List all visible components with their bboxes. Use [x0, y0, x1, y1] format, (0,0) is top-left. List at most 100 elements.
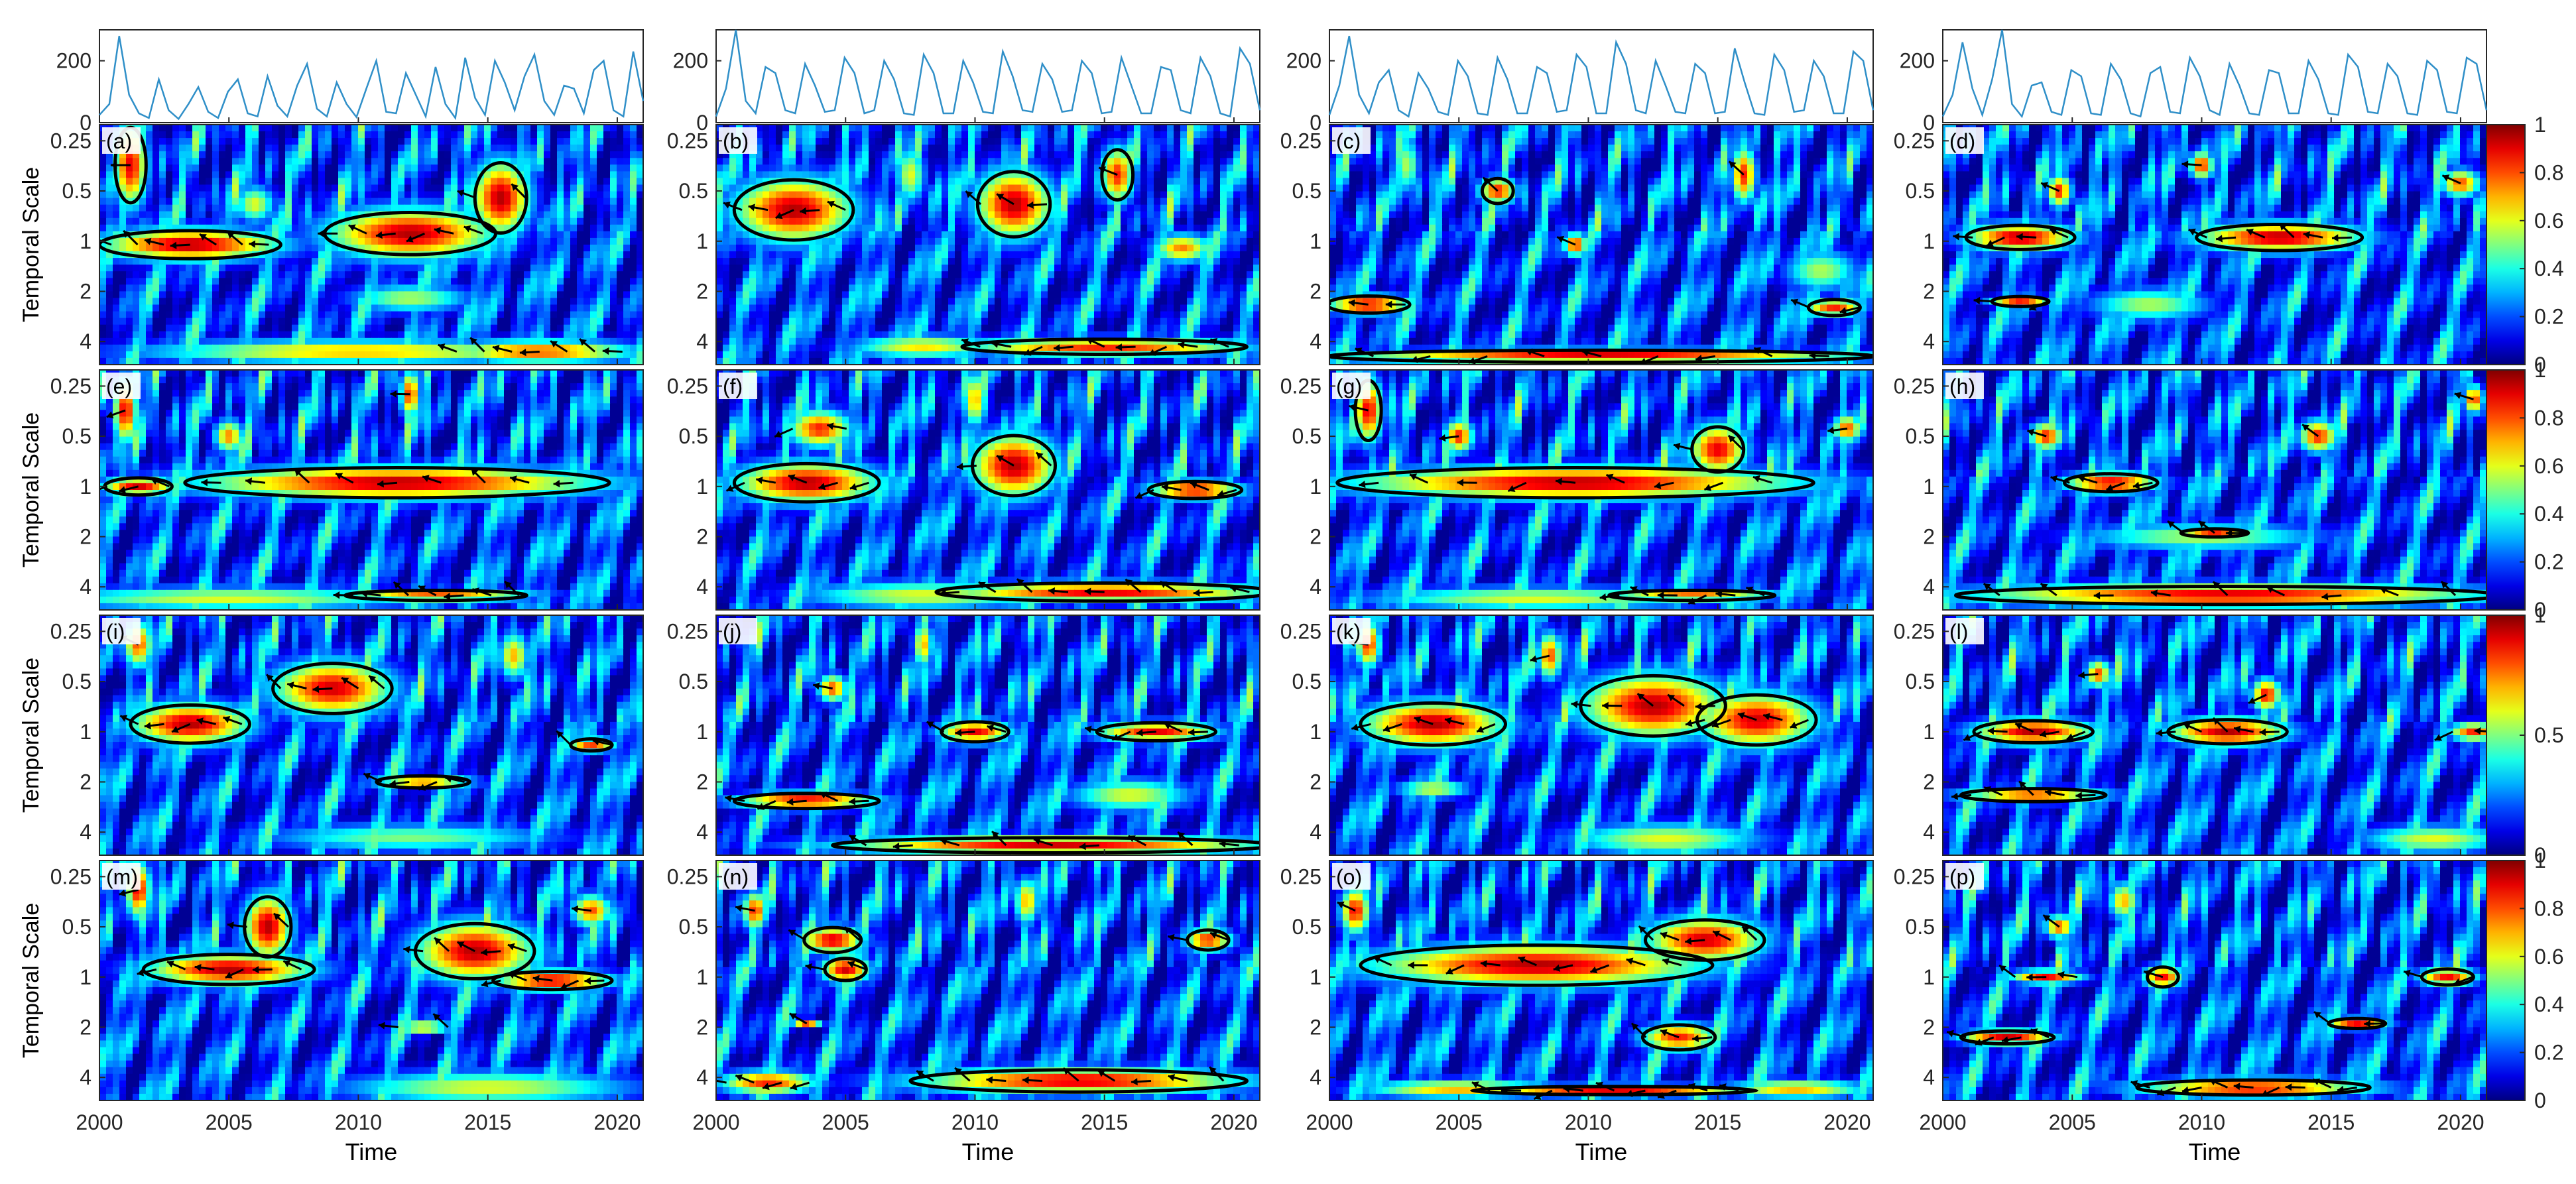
x-tick-label: 2020 [1210, 1110, 1257, 1134]
phase-arrow-head [1963, 734, 1971, 741]
y-axis-label: Temporal Scale [19, 167, 44, 322]
significance-contour [1359, 943, 1715, 987]
colorbar-tick-label: 0.4 [2534, 992, 2563, 1016]
phase-arrow-head [813, 682, 820, 690]
significance-contour [960, 337, 1249, 356]
phase-arrow-head [1630, 586, 1638, 593]
phase-arrow-head [2225, 529, 2233, 537]
phase-arrow-head [418, 784, 426, 791]
y-tick-label: 1 [696, 965, 708, 989]
phase-arrow-head [1048, 587, 1055, 595]
colorbar-tick-label: 0.8 [2534, 406, 2563, 430]
colorbar-tick-label: 0.2 [2534, 550, 2563, 574]
phase-arrow-head [1445, 967, 1453, 975]
significance-contour [2135, 1078, 2372, 1097]
phase-arrow-head [1501, 1087, 1508, 1095]
phase-arrow-head [511, 184, 519, 191]
phase-arrow-head [1210, 338, 1218, 345]
phase-arrow-head [333, 591, 340, 599]
phase-arrow-head [774, 430, 782, 438]
phase-arrow-head [1658, 1091, 1665, 1099]
x-tick-label: 2005 [2049, 1110, 2096, 1134]
phase-arrow-head [1692, 1034, 1699, 1043]
phase-arrow-head [2442, 174, 2450, 182]
phase-arrow-head [1385, 300, 1392, 308]
y-tick-label: 2 [1310, 280, 1321, 304]
phase-arrow-head [2026, 973, 2033, 981]
y-tick-label: 0.25 [50, 864, 92, 888]
significance-contour [975, 170, 1052, 239]
phase-arrow-head [1160, 581, 1168, 588]
panel-label: (b) [723, 129, 749, 153]
colorbar-tick-label: 0.2 [2534, 305, 2563, 329]
y-tick-label: 0.25 [667, 619, 708, 643]
y-tick-label: 0.5 [1292, 424, 1321, 448]
y-tick-label: 2 [1310, 1016, 1321, 1039]
phase-arrow-head [1036, 452, 1044, 459]
phase-arrow-head [245, 477, 253, 485]
phase-arrow-head [1753, 475, 1760, 483]
phase-arrow-head [1022, 1076, 1029, 1085]
phase-arrow-head [1518, 956, 1526, 964]
phase-arrow-head [1468, 357, 1476, 365]
y-tick-label: 4 [80, 329, 92, 353]
y-tick-label: 0.25 [667, 129, 708, 152]
phase-arrow-head [1763, 713, 1770, 721]
phase-arrow-head [1085, 725, 1092, 733]
phase-arrow-head [1563, 1085, 1570, 1093]
phase-arrow-head [1128, 835, 1136, 843]
phase-arrow-head [725, 794, 732, 803]
phase-arrow-head [828, 200, 835, 208]
y-tick-label: 4 [1310, 329, 1321, 353]
y-tick-label: 0.25 [1280, 619, 1321, 643]
phase-arrow-head [986, 1076, 993, 1084]
phase-arrow-head [1695, 703, 1702, 711]
y-tick-label: 4 [696, 575, 708, 599]
phase-arrow-head [2380, 587, 2388, 594]
phase-arrow-head [2130, 1080, 2138, 1088]
phase-arrow-head [844, 927, 852, 934]
y-tick-label: 4 [80, 1065, 92, 1089]
panel-label-box [1332, 127, 1371, 154]
phase-arrow-head [2050, 228, 2057, 235]
y-tick-label: 4 [1923, 575, 1935, 599]
x-tick-label: 2020 [2437, 1110, 2484, 1134]
phase-arrows [1348, 404, 1848, 605]
phase-arrow-head [457, 941, 465, 949]
phase-arrow-head [294, 469, 302, 477]
phase-arrow-head [1349, 404, 1356, 411]
colorbar-tick-label: 0 [2534, 843, 2546, 867]
phase-arrow-head [1063, 1068, 1071, 1075]
phase-arrow-head [287, 681, 294, 689]
phase-arrow-head [955, 729, 962, 737]
phase-arrow-head [1704, 484, 1712, 491]
series-line [715, 29, 1261, 118]
y-tick-label: 0.5 [1906, 915, 1935, 939]
colorbar-tick-label: 0.6 [2534, 209, 2563, 233]
y-tick-label: 1 [1310, 720, 1321, 744]
x-tick-label: 2000 [76, 1110, 123, 1134]
colorbar-tick-label: 0.8 [2534, 896, 2563, 920]
phase-arrow-head [1411, 355, 1418, 363]
coherence-panel-h: (h) 0.25 0.5 1 2 4 [1894, 369, 2487, 611]
phase-arrow-head [119, 486, 126, 494]
phase-arrow-head [1713, 930, 1721, 937]
x-tick-label: 2000 [692, 1110, 739, 1134]
phase-arrow-head [223, 716, 231, 723]
phase-arrow-head [312, 685, 320, 693]
significance-contour [1640, 1023, 1717, 1052]
y-tick-label: 2 [80, 280, 92, 304]
y-tick-label: 2 [1923, 770, 1935, 794]
phase-arrow-head [1383, 725, 1390, 733]
phase-arrow-head [2045, 789, 2052, 797]
phase-arrow-head [318, 229, 324, 237]
panel-label-box [719, 618, 757, 644]
phase-arrow-head [463, 225, 471, 233]
phase-arrow-head [788, 929, 796, 937]
phase-arrow-head [1746, 586, 1754, 594]
colorbar-tick-label: 0.6 [2534, 454, 2563, 478]
series-y-tick-label: 0 [80, 111, 92, 135]
series-y-tick-label: 200 [673, 49, 708, 73]
y-tick-label: 1 [1923, 720, 1935, 744]
phase-arrow-head [144, 237, 152, 245]
